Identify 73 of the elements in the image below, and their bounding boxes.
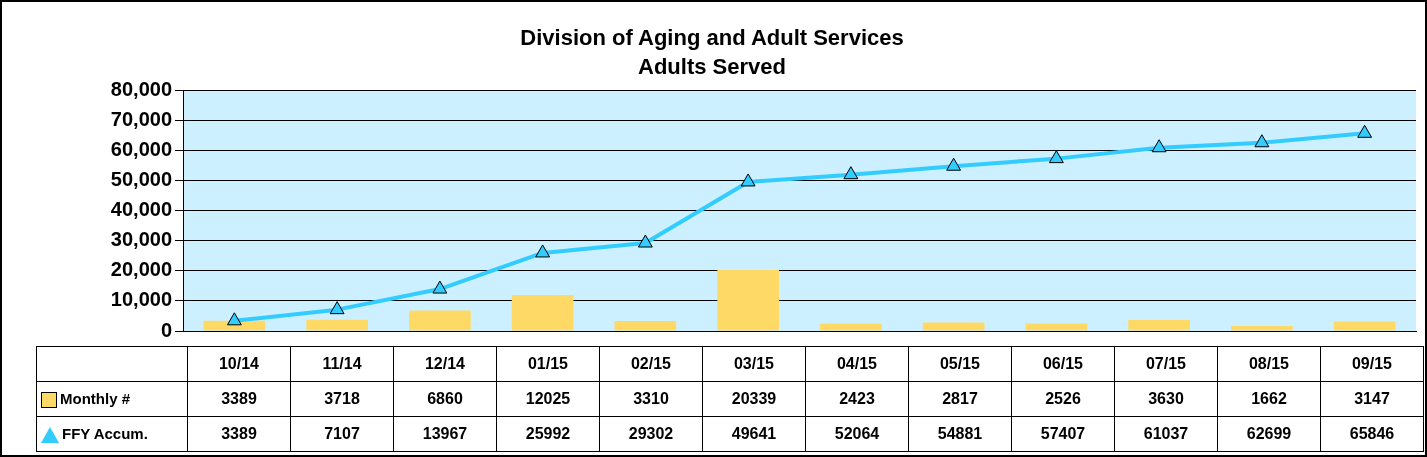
point (637, 234, 653, 248)
data-label: 3310 (599, 381, 703, 417)
bar (1025, 323, 1088, 331)
data-label: 61037 (1114, 416, 1218, 452)
bar (511, 294, 574, 331)
data-label: 57407 (1011, 416, 1115, 452)
bar (614, 321, 677, 331)
data-label: 3389 (187, 381, 291, 417)
data-label: 13967 (393, 416, 497, 452)
legend-label: FFY Accum. (36, 416, 188, 452)
data-label: 49641 (702, 416, 806, 452)
data-label: 65846 (1320, 416, 1424, 452)
x-tick-label: 05/15 (908, 346, 1012, 382)
y-tick-label: 30,000 (110, 228, 172, 251)
point (535, 244, 551, 258)
chart-title: Division of Aging and Adult Services (520, 25, 904, 51)
data-label: 3389 (187, 416, 291, 452)
data-label: 3718 (290, 381, 394, 417)
bar (306, 319, 368, 331)
x-tick-label: 07/15 (1114, 346, 1218, 382)
bar (409, 310, 471, 331)
bar (922, 322, 985, 331)
x-tick-label: 06/15 (1011, 346, 1115, 382)
bar (1333, 321, 1396, 331)
x-tick-label: 10/14 (187, 346, 291, 382)
bar (820, 323, 882, 331)
point (1048, 150, 1064, 164)
x-tick-label: 04/15 (805, 346, 909, 382)
y-tick-label: 70,000 (110, 108, 172, 131)
y-tick-label: 40,000 (110, 198, 172, 221)
data-label: 54881 (908, 416, 1012, 452)
point (329, 301, 345, 315)
point (740, 173, 756, 187)
point (1151, 139, 1167, 153)
point (843, 166, 859, 180)
point (946, 157, 962, 171)
x-tick-label: 12/14 (393, 346, 497, 382)
bar (1128, 320, 1190, 331)
data-label: 25992 (496, 416, 600, 452)
data-label: 29302 (599, 416, 703, 452)
y-tick-label: 50,000 (110, 168, 172, 191)
x-tick-label: 02/15 (599, 346, 703, 382)
data-label: 2526 (1011, 381, 1115, 417)
y-tick-label: 10,000 (110, 288, 172, 311)
point (1357, 124, 1373, 138)
bar (717, 269, 779, 331)
x-tick-label: 09/15 (1320, 346, 1424, 382)
y-tick-label: 0 (160, 318, 172, 341)
data-label: 12025 (496, 381, 600, 417)
x-tick-label: 11/14 (290, 346, 394, 382)
data-label: 1662 (1217, 381, 1321, 417)
y-tick-label: 20,000 (110, 258, 172, 281)
x-tick-label: 08/15 (1217, 346, 1321, 382)
bar (203, 320, 266, 331)
point (432, 280, 448, 294)
chart-subtitle: Adults Served (638, 53, 786, 79)
bar (1231, 326, 1293, 331)
data-label: 20339 (702, 381, 806, 417)
data-label: 3630 (1114, 381, 1218, 417)
y-tick-label: 60,000 (110, 138, 172, 161)
legend-label: Monthly # (36, 381, 188, 417)
data-label: 6860 (393, 381, 497, 417)
data-label: 62699 (1217, 416, 1321, 452)
x-tick-label: 03/15 (702, 346, 806, 382)
data-label: 2817 (908, 381, 1012, 417)
data-label: 7107 (290, 416, 394, 452)
data-label: 3147 (1320, 381, 1424, 417)
point (226, 312, 242, 326)
data-label: 2423 (805, 381, 909, 417)
y-tick-label: 80,000 (110, 78, 172, 101)
x-tick-label: 01/15 (496, 346, 600, 382)
data-label: 52064 (805, 416, 909, 452)
point (1254, 134, 1270, 148)
